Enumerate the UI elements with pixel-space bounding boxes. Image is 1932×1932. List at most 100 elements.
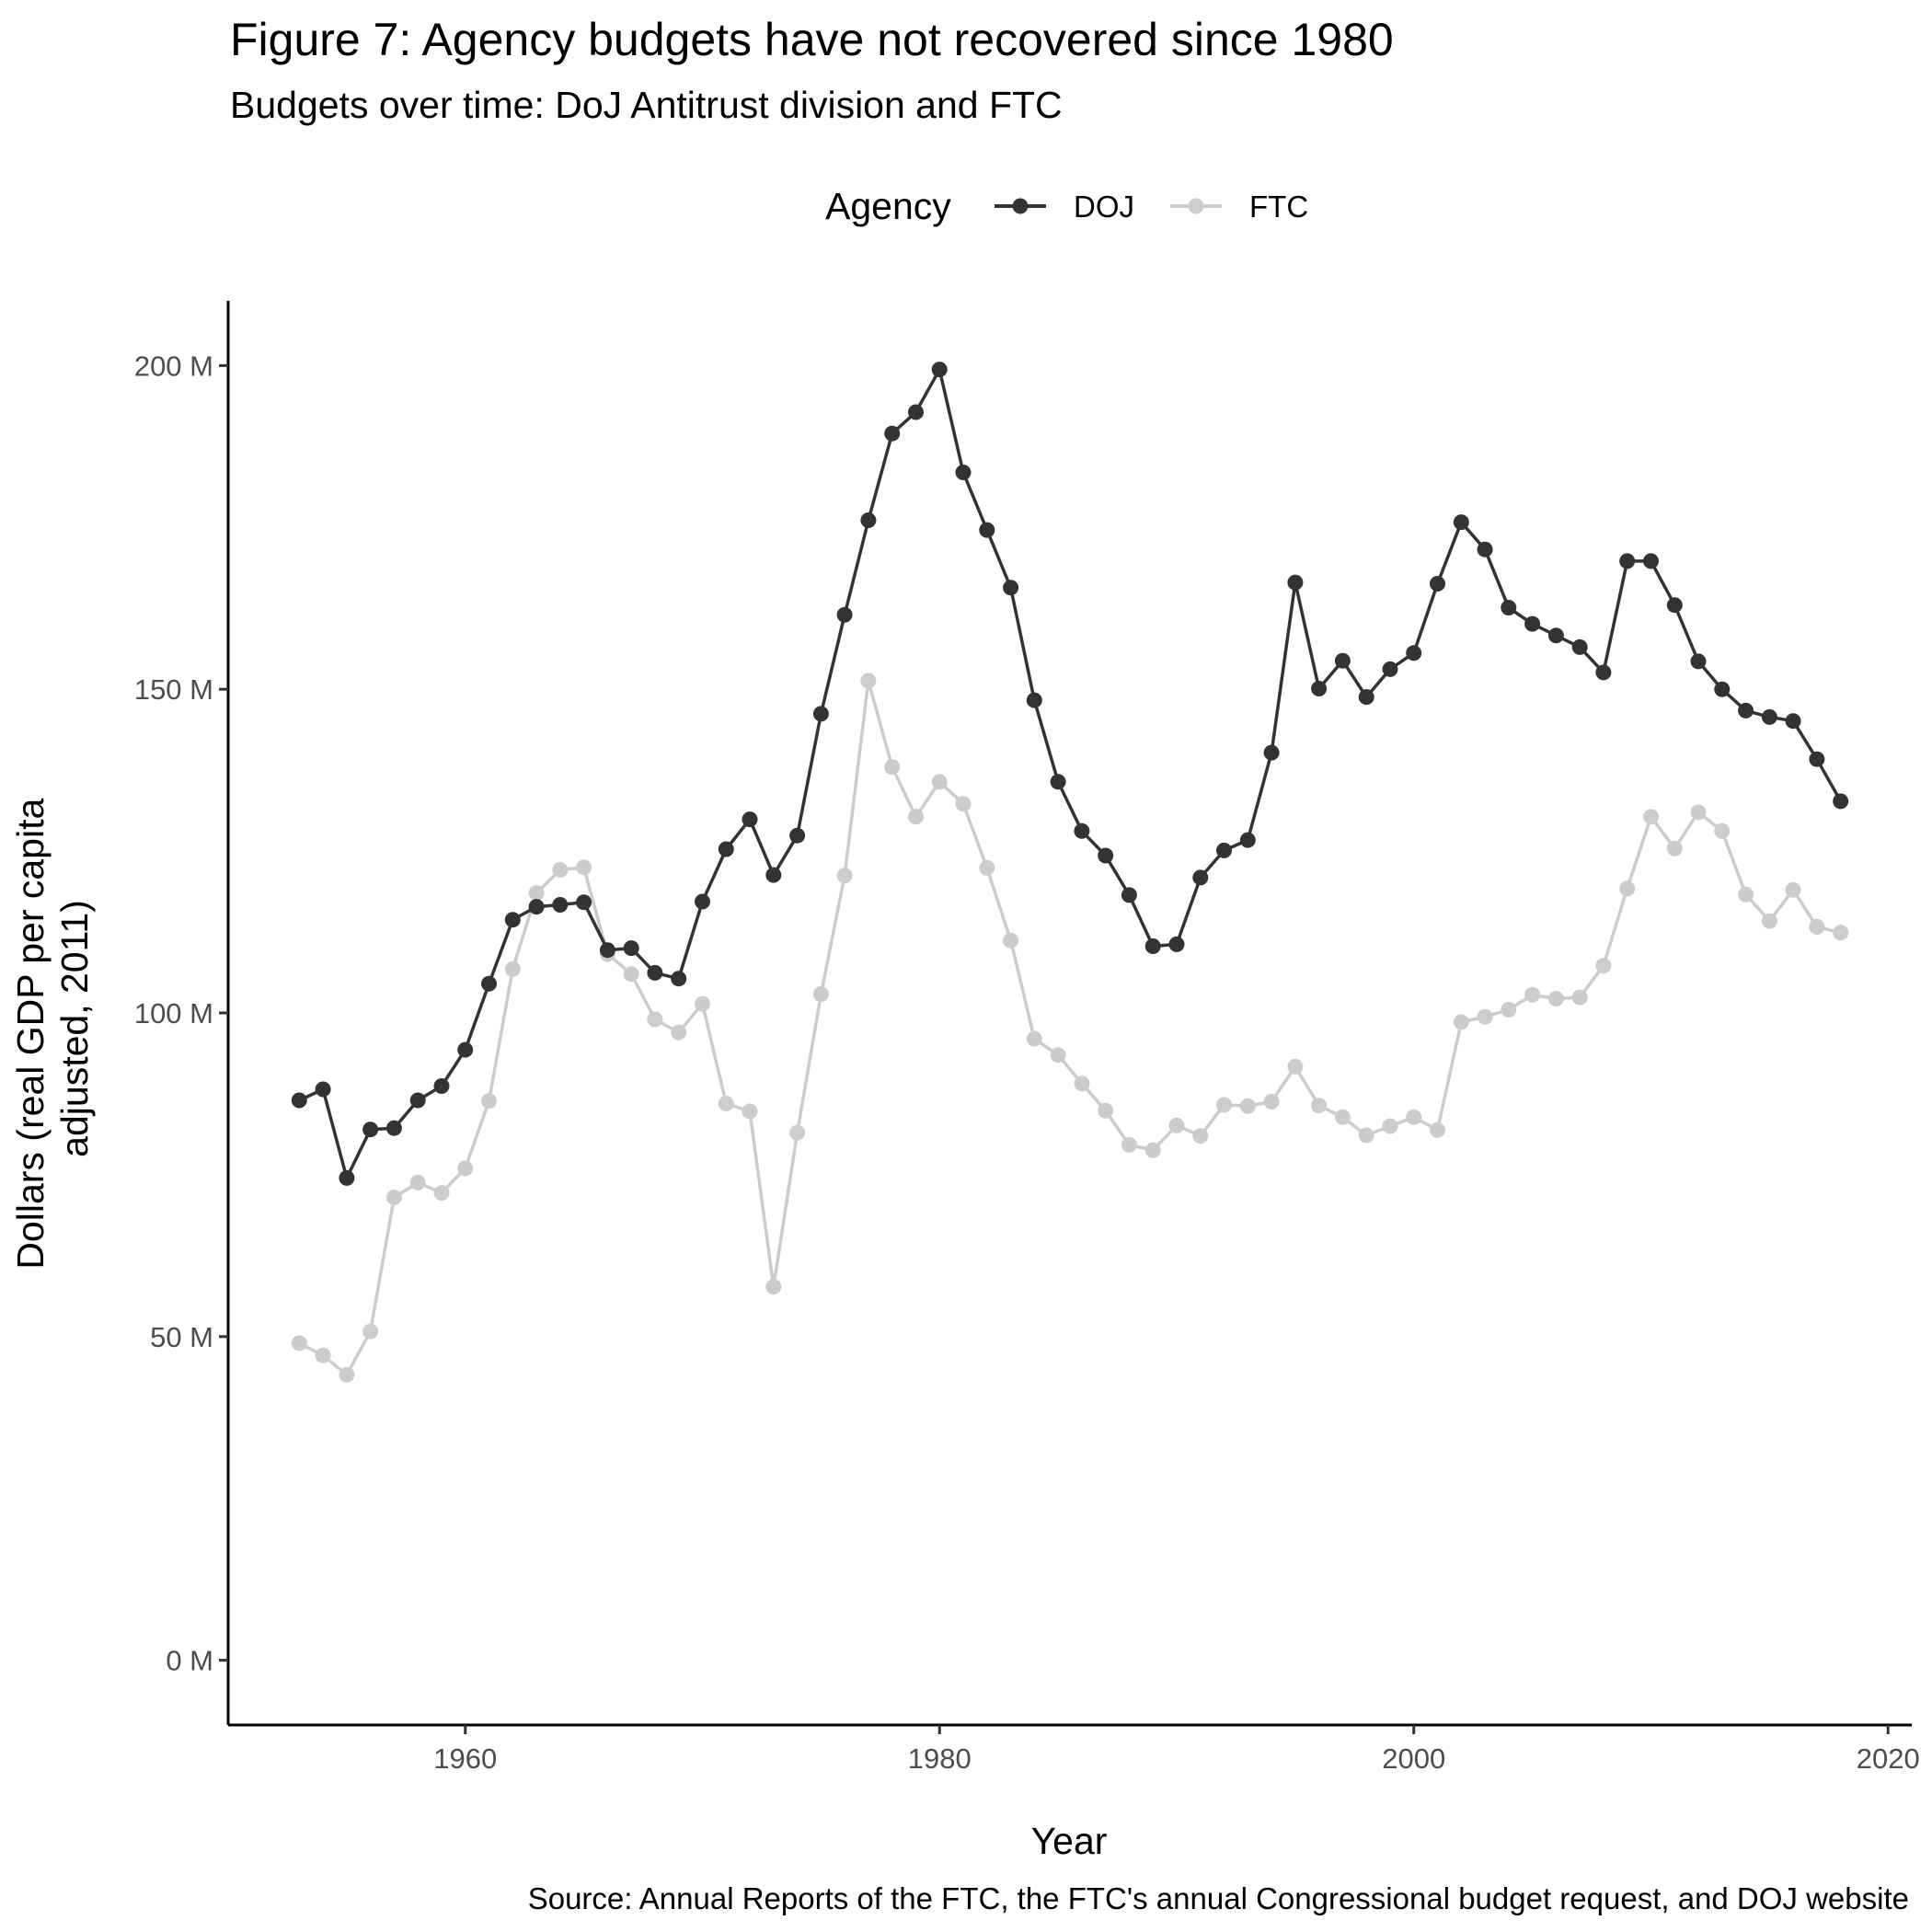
data-point-ftc bbox=[1833, 925, 1849, 941]
chart-caption: Source: Annual Reports of the FTC, the F… bbox=[528, 1881, 1909, 1915]
y-axis-label-line-2: adjusted, 2011) bbox=[53, 900, 96, 1157]
data-point-ftc bbox=[671, 1024, 687, 1041]
legend: Agency DOJ FTC bbox=[825, 185, 1308, 227]
data-point-ftc bbox=[1547, 991, 1564, 1006]
data-point-ftc bbox=[765, 1279, 782, 1295]
data-point-ftc bbox=[623, 966, 639, 983]
data-point-doj bbox=[1453, 514, 1469, 531]
data-point-ftc bbox=[481, 1093, 497, 1110]
data-point-doj bbox=[291, 1092, 307, 1109]
data-point-ftc bbox=[1643, 809, 1659, 825]
data-point-doj bbox=[979, 522, 995, 538]
data-point-ftc bbox=[695, 995, 710, 1012]
data-point-ftc bbox=[1287, 1058, 1304, 1075]
data-point-doj bbox=[1595, 664, 1612, 681]
data-point-ftc bbox=[1382, 1118, 1398, 1134]
data-point-ftc bbox=[1144, 1142, 1161, 1158]
data-point-ftc bbox=[1477, 1008, 1493, 1025]
data-point-doj bbox=[1287, 574, 1304, 591]
data-point-ftc bbox=[457, 1160, 474, 1177]
data-point-ftc bbox=[1263, 1093, 1280, 1110]
data-point-ftc bbox=[789, 1124, 806, 1141]
data-point-ftc bbox=[1714, 822, 1731, 839]
data-point-doj bbox=[1643, 553, 1659, 569]
legend-label-ftc: FTC bbox=[1249, 190, 1308, 224]
data-point-doj bbox=[1003, 580, 1019, 596]
x-tick-label: 2000 bbox=[1382, 1742, 1445, 1775]
data-point-doj bbox=[339, 1169, 355, 1186]
data-point-doj bbox=[1501, 600, 1517, 615]
data-point-ftc bbox=[1311, 1098, 1328, 1114]
legend-title: Agency bbox=[825, 185, 951, 227]
data-point-doj bbox=[955, 465, 972, 480]
data-point-doj bbox=[671, 971, 687, 987]
data-point-doj bbox=[789, 827, 806, 844]
y-tick-label: 0 M bbox=[166, 1645, 213, 1677]
legend-key-doj-point bbox=[1012, 198, 1029, 214]
y-axis-label-line-1: Dollars (real GDP per capita bbox=[9, 799, 52, 1270]
data-point-doj bbox=[742, 811, 758, 828]
chart-subtitle: Budgets over time: DoJ Antitrust divisio… bbox=[230, 84, 1063, 126]
data-point-doj bbox=[623, 940, 639, 957]
data-point-doj bbox=[481, 975, 497, 992]
data-point-ftc bbox=[576, 859, 592, 876]
data-point-ftc bbox=[1619, 880, 1636, 897]
data-point-doj bbox=[1690, 653, 1707, 670]
x-tick-label: 2020 bbox=[1857, 1742, 1920, 1775]
data-point-doj bbox=[409, 1092, 426, 1109]
data-point-ftc bbox=[552, 862, 569, 878]
data-point-ftc bbox=[1121, 1137, 1137, 1153]
data-point-ftc bbox=[812, 986, 829, 1003]
data-point-doj bbox=[1430, 576, 1445, 592]
data-point-ftc bbox=[385, 1190, 402, 1205]
data-point-doj bbox=[647, 964, 663, 981]
data-point-doj bbox=[1311, 681, 1328, 696]
data-point-doj bbox=[718, 841, 734, 857]
x-tick-label: 1960 bbox=[433, 1742, 497, 1775]
data-point-ftc bbox=[1358, 1127, 1374, 1144]
data-point-doj bbox=[1477, 541, 1493, 558]
data-point-ftc bbox=[1168, 1117, 1185, 1133]
data-point-doj bbox=[931, 362, 948, 378]
x-tick-label: 1980 bbox=[908, 1742, 972, 1775]
data-point-ftc bbox=[1050, 1047, 1066, 1064]
data-point-doj bbox=[1144, 938, 1161, 954]
y-tick-label: 100 M bbox=[134, 997, 213, 1029]
legend-label-doj: DOJ bbox=[1074, 190, 1134, 224]
data-point-doj bbox=[504, 912, 521, 928]
data-point-ftc bbox=[1666, 840, 1683, 857]
data-point-doj bbox=[908, 404, 924, 420]
y-tick-label: 200 M bbox=[134, 350, 213, 382]
data-point-ftc bbox=[860, 673, 877, 689]
data-point-doj bbox=[1524, 615, 1541, 632]
data-point-ftc bbox=[409, 1174, 426, 1190]
data-point-ftc bbox=[362, 1323, 379, 1340]
data-point-doj bbox=[1666, 597, 1683, 614]
data-point-doj bbox=[1619, 553, 1636, 569]
data-point-ftc bbox=[742, 1103, 758, 1120]
data-point-doj bbox=[1358, 689, 1374, 706]
data-point-doj bbox=[576, 894, 592, 911]
data-point-doj bbox=[1406, 645, 1422, 661]
data-point-doj bbox=[1382, 661, 1398, 677]
data-point-ftc bbox=[1003, 932, 1019, 949]
data-point-ftc bbox=[836, 868, 853, 884]
data-point-ftc bbox=[1595, 958, 1612, 974]
y-tick-label: 50 M bbox=[150, 1321, 213, 1353]
data-point-doj bbox=[599, 942, 615, 959]
data-point-doj bbox=[695, 893, 710, 910]
data-point-doj bbox=[362, 1121, 379, 1138]
data-point-doj bbox=[1571, 638, 1588, 655]
data-point-doj bbox=[1121, 887, 1137, 903]
data-point-doj bbox=[1216, 842, 1232, 858]
data-point-ftc bbox=[1334, 1109, 1351, 1125]
data-point-doj bbox=[1738, 702, 1754, 719]
data-point-doj bbox=[860, 512, 877, 528]
data-point-doj bbox=[812, 706, 829, 722]
data-point-doj bbox=[1239, 832, 1256, 848]
series-line-doj bbox=[298, 367, 1843, 1180]
data-point-ftc bbox=[504, 960, 521, 977]
data-point-ftc bbox=[315, 1347, 331, 1363]
legend-key-ftc-point bbox=[1188, 198, 1204, 214]
